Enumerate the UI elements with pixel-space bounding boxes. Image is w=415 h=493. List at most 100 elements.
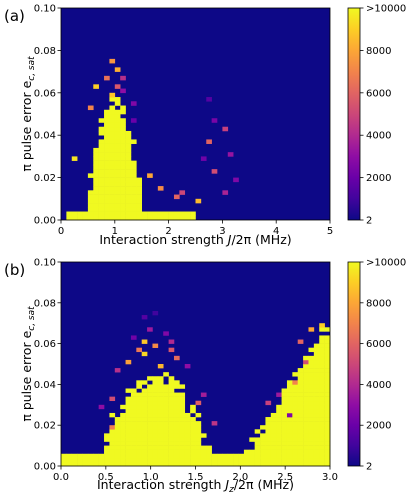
- heatmap-cell: [125, 429, 132, 434]
- heatmap-cell: [125, 190, 132, 195]
- heatmap-cell: [120, 160, 126, 166]
- heatmap-cell: [104, 114, 110, 119]
- heatmap-cell: [254, 445, 261, 450]
- heatmap-cell: [141, 417, 148, 422]
- heatmap-cell: [163, 392, 169, 397]
- heatmap-cell: [163, 408, 169, 414]
- heatmap-cell: [136, 461, 142, 467]
- heatmap-cell: [114, 143, 121, 149]
- heatmap-cell: [286, 433, 293, 438]
- heatmap-cell: [98, 198, 105, 204]
- heatmap-cell: [98, 156, 105, 161]
- heatmap-cell: [104, 139, 110, 144]
- heatmap-cell: [163, 445, 169, 450]
- heatmap-cell: [125, 417, 132, 422]
- heatmap-cell: [141, 412, 148, 418]
- heatmap-cell: [93, 211, 99, 217]
- heatmap-cell: [109, 147, 116, 153]
- heatmap-cell: [179, 404, 186, 410]
- heatmap-cell: [168, 347, 175, 353]
- heatmap-cell: [93, 194, 99, 200]
- colorbar-tick-label: 8000: [366, 298, 391, 309]
- heatmap-cell: [125, 186, 132, 191]
- heatmap-cell: [157, 433, 164, 438]
- heatmap-cell: [104, 156, 110, 161]
- heatmap-cell: [104, 211, 110, 217]
- heatmap-cell: [141, 388, 148, 393]
- heatmap-cells: [61, 262, 331, 467]
- heatmap-cell: [313, 461, 320, 467]
- heatmap-cell: [136, 211, 142, 217]
- heatmap-cell: [179, 437, 186, 442]
- heatmap-cell: [130, 335, 137, 340]
- heatmap-cell: [286, 445, 293, 450]
- heatmap-cell: [190, 441, 196, 446]
- heatmap-cell: [313, 408, 320, 414]
- heatmap-cell: [286, 425, 293, 430]
- heatmap-cell: [93, 84, 99, 89]
- heatmap-cell: [173, 355, 180, 361]
- heatmap-cell: [270, 429, 277, 434]
- heatmap-cell: [109, 203, 116, 208]
- heatmap-cell: [157, 400, 164, 406]
- y-tick-label: 0.00: [34, 216, 56, 227]
- colorbar-gradient: [347, 261, 361, 467]
- heatmap-cell: [98, 207, 105, 212]
- heatmap-cell: [265, 441, 272, 446]
- heatmap-cell: [297, 421, 304, 426]
- x-tick-label: 3: [219, 226, 225, 237]
- heatmap-cell: [243, 453, 250, 459]
- heatmap-cell: [206, 461, 212, 467]
- heatmap-cell: [152, 396, 159, 402]
- heatmap-cell: [303, 372, 309, 377]
- heatmap-cell: [319, 372, 325, 377]
- heatmap-cell: [114, 152, 121, 157]
- heatmap-cell: [233, 177, 239, 183]
- heatmap-cell: [114, 139, 121, 144]
- heatmap-cell: [190, 404, 196, 410]
- heatmap-cell: [147, 421, 153, 426]
- heatmap-cell: [66, 211, 73, 217]
- heatmap-cell: [104, 457, 110, 463]
- heatmap-cell: [195, 449, 202, 455]
- heatmap-cell: [319, 437, 325, 442]
- heatmap-cell: [163, 457, 169, 463]
- heatmap-cell: [114, 160, 121, 166]
- heatmap-cell: [130, 211, 137, 217]
- heatmap-cell: [319, 445, 325, 450]
- heatmap-cell: [286, 437, 293, 442]
- x-axis-label: Interaction strength Jz/2π (MHz): [97, 477, 294, 493]
- heatmap-cell: [136, 441, 142, 446]
- heatmap-cell: [190, 433, 196, 438]
- heatmap-cell: [130, 441, 137, 446]
- heatmap-cell: [308, 404, 315, 410]
- heatmap-cell: [313, 376, 320, 381]
- y-tick-label: 0.02: [34, 173, 56, 184]
- heatmap-cell: [114, 147, 121, 153]
- heatmap-cell: [147, 400, 153, 406]
- heatmap-cell: [130, 445, 137, 450]
- heatmap-cell: [260, 425, 266, 430]
- y-axis-label-text: π pulse error e: [19, 80, 34, 171]
- plot-frame: [60, 7, 331, 221]
- heatmap-cell: [276, 408, 282, 414]
- heatmap-cell: [303, 408, 309, 414]
- heatmap-cell: [179, 190, 186, 195]
- heatmap-cell: [308, 380, 315, 385]
- heatmap-cell: [168, 392, 175, 397]
- heatmap-cell: [136, 400, 142, 406]
- heatmap-cell: [157, 186, 164, 191]
- heatmap-cell: [152, 453, 159, 459]
- heatmap-cell: [292, 396, 299, 402]
- heatmap-cell: [319, 380, 325, 385]
- heatmap-cell: [109, 186, 116, 191]
- heatmap-cell: [168, 400, 175, 406]
- heatmap-cell: [71, 215, 78, 221]
- heatmap-cell: [130, 173, 137, 178]
- heatmap-cell: [114, 126, 121, 132]
- heatmap-cell: [141, 211, 148, 217]
- heatmap-cell: [324, 461, 331, 467]
- heatmap-cell: [292, 408, 299, 414]
- heatmap-cell: [114, 67, 121, 72]
- heatmap-cell: [319, 335, 325, 340]
